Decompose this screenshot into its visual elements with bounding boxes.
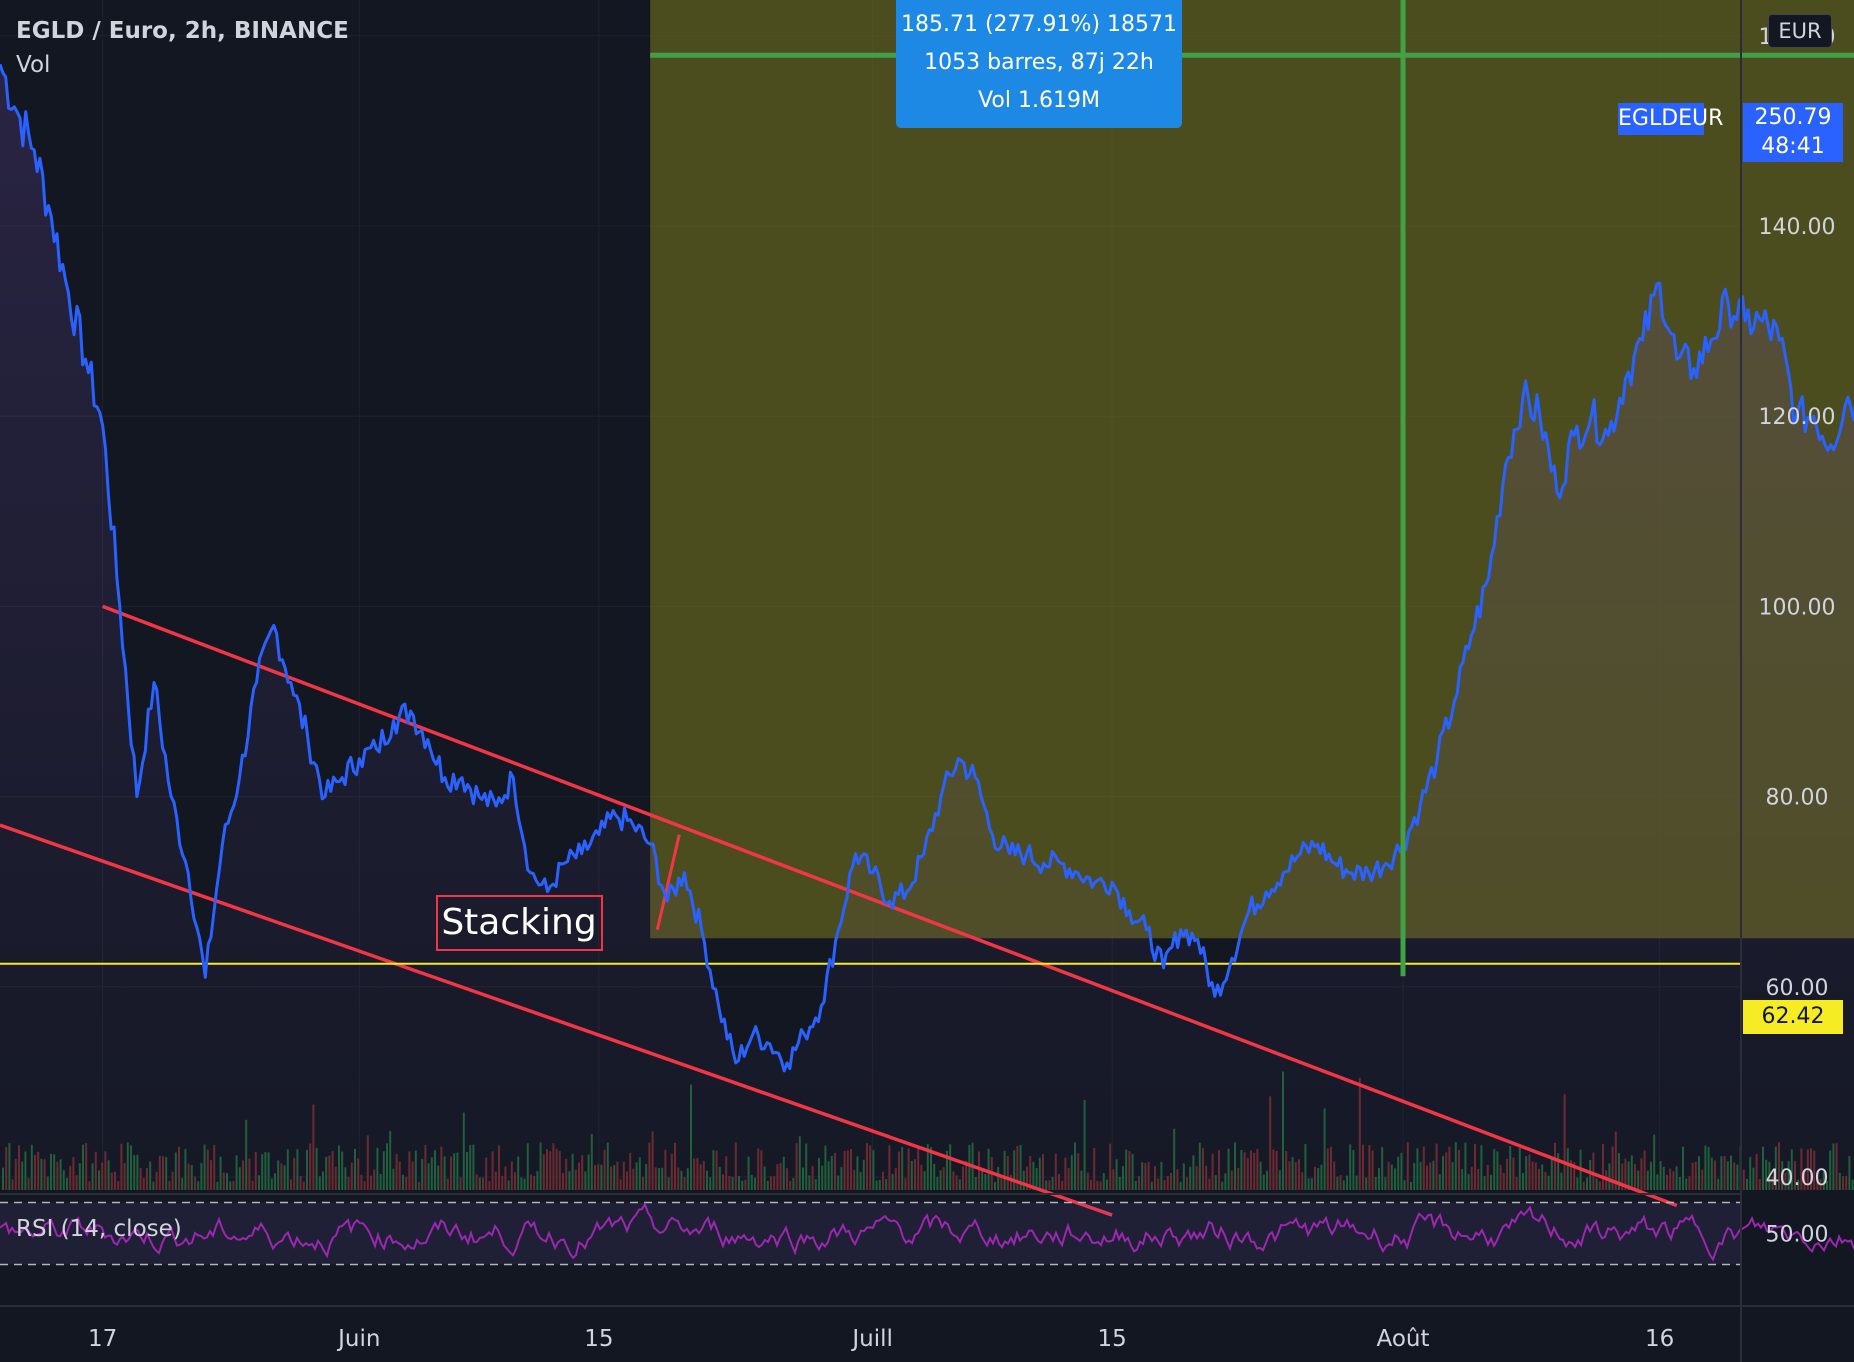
price-tick: 140.00 bbox=[1759, 215, 1836, 240]
time-tick: 17 bbox=[88, 1326, 117, 1352]
measure-info-box: 185.71 (277.91%) 18571 1053 barres, 87j … bbox=[896, 0, 1182, 128]
time-tick: 15 bbox=[1098, 1326, 1127, 1352]
stacking-label-frame bbox=[436, 895, 603, 951]
measure-bars-duration: 1053 barres, 87j 22h bbox=[924, 50, 1154, 75]
price-tick: 60.00 bbox=[1766, 976, 1829, 1001]
last-price-tag: 250.79 48:41 bbox=[1743, 103, 1843, 162]
rsi-label: RSI (14, close) bbox=[16, 1216, 182, 1242]
rsi-tick: 50.00 bbox=[1766, 1223, 1829, 1248]
time-axis[interactable]: 17Juin15Juill15Août16Sept15 bbox=[88, 1326, 1854, 1352]
rsi-pane bbox=[0, 1193, 1854, 1307]
time-tick: Juin bbox=[336, 1326, 380, 1352]
chart-title: EGLD / Euro, 2h, BINANCE bbox=[16, 18, 349, 44]
time-tick: 15 bbox=[584, 1326, 613, 1352]
bar-countdown: 48:41 bbox=[1761, 134, 1825, 159]
price-line bbox=[0, 63, 1854, 1073]
stacking-label-box[interactable]: Stacking bbox=[436, 895, 603, 951]
price-area bbox=[0, 64, 1854, 1190]
level-price-tag: 62.42 bbox=[1743, 1000, 1843, 1034]
time-tick: Juill bbox=[850, 1326, 893, 1352]
symbol-tag: EGLDEUR bbox=[1618, 103, 1723, 135]
channel-upper-line[interactable] bbox=[102, 604, 1678, 1208]
measure-price-change: 185.71 (277.91%) 18571 bbox=[901, 12, 1177, 37]
price-tick: 40.00 bbox=[1766, 1166, 1829, 1191]
price-tick: 120.00 bbox=[1759, 405, 1836, 430]
currency-button[interactable]: EUR bbox=[1768, 14, 1832, 48]
price-tick: 80.00 bbox=[1766, 786, 1829, 811]
volume-label: Vol bbox=[16, 52, 51, 78]
rsi-line bbox=[0, 1202, 1854, 1262]
time-tick: 16 bbox=[1645, 1326, 1674, 1352]
time-tick: Août bbox=[1377, 1326, 1430, 1352]
last-price-value: 250.79 bbox=[1754, 105, 1832, 130]
price-tick: 100.00 bbox=[1759, 595, 1836, 620]
measure-volume: Vol 1.619M bbox=[978, 88, 1100, 113]
channel-lower-line[interactable] bbox=[0, 823, 1113, 1217]
stacking-marker bbox=[655, 834, 681, 931]
stacking-label: Stacking bbox=[441, 902, 596, 943]
